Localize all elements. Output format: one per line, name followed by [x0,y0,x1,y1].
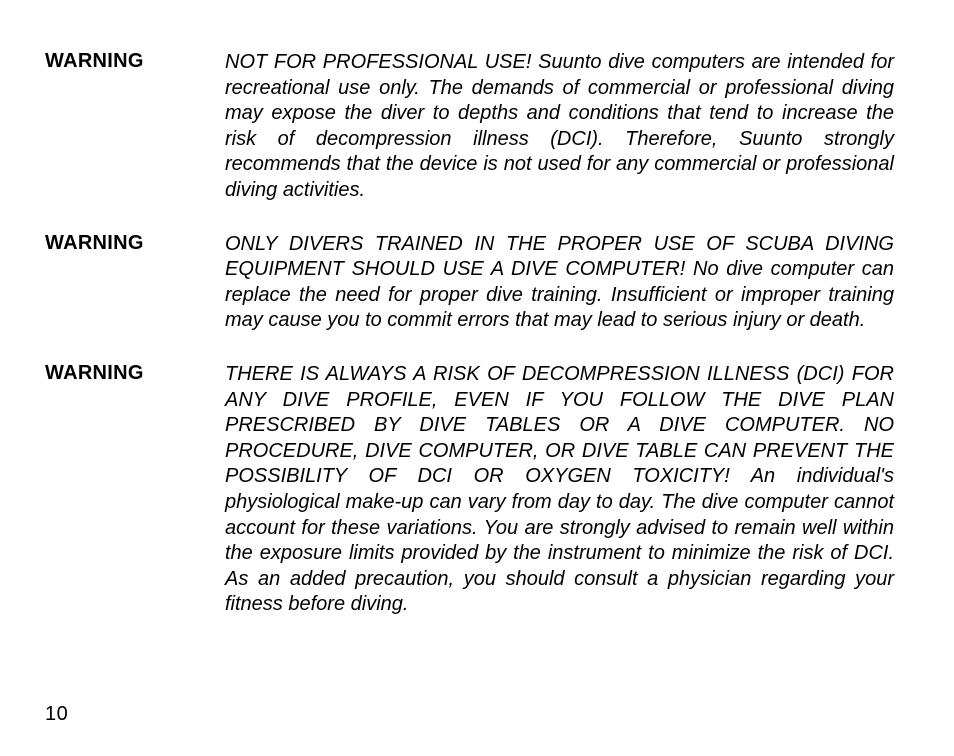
warning-lead: NOT FOR PROFESSIONAL USE! [225,51,531,73]
warning-text: NOT FOR PROFESSIONAL USE! Suunto dive co… [225,50,894,204]
page-number: 10 [45,703,894,726]
page-content: WARNING NOT FOR PROFESSIONAL USE! Suunto… [45,50,894,703]
warning-label: WARNING [45,232,225,334]
warning-label: WARNING [45,362,225,618]
warning-text: THERE IS ALWAYS A RISK OF DECOMPRESSION … [225,362,894,618]
warning-label: WARNING [45,50,225,204]
warning-block: WARNING THERE IS ALWAYS A RISK OF DECOMP… [45,362,894,618]
warning-block: WARNING ONLY DIVERS TRAINED IN THE PROPE… [45,232,894,334]
warning-block: WARNING NOT FOR PROFESSIONAL USE! Suunto… [45,50,894,204]
warning-body: An individual's physiological make-up ca… [225,465,894,615]
warning-body: Suunto dive computers are intended for r… [225,51,894,201]
warning-text: ONLY DIVERS TRAINED IN THE PROPER USE OF… [225,232,894,334]
